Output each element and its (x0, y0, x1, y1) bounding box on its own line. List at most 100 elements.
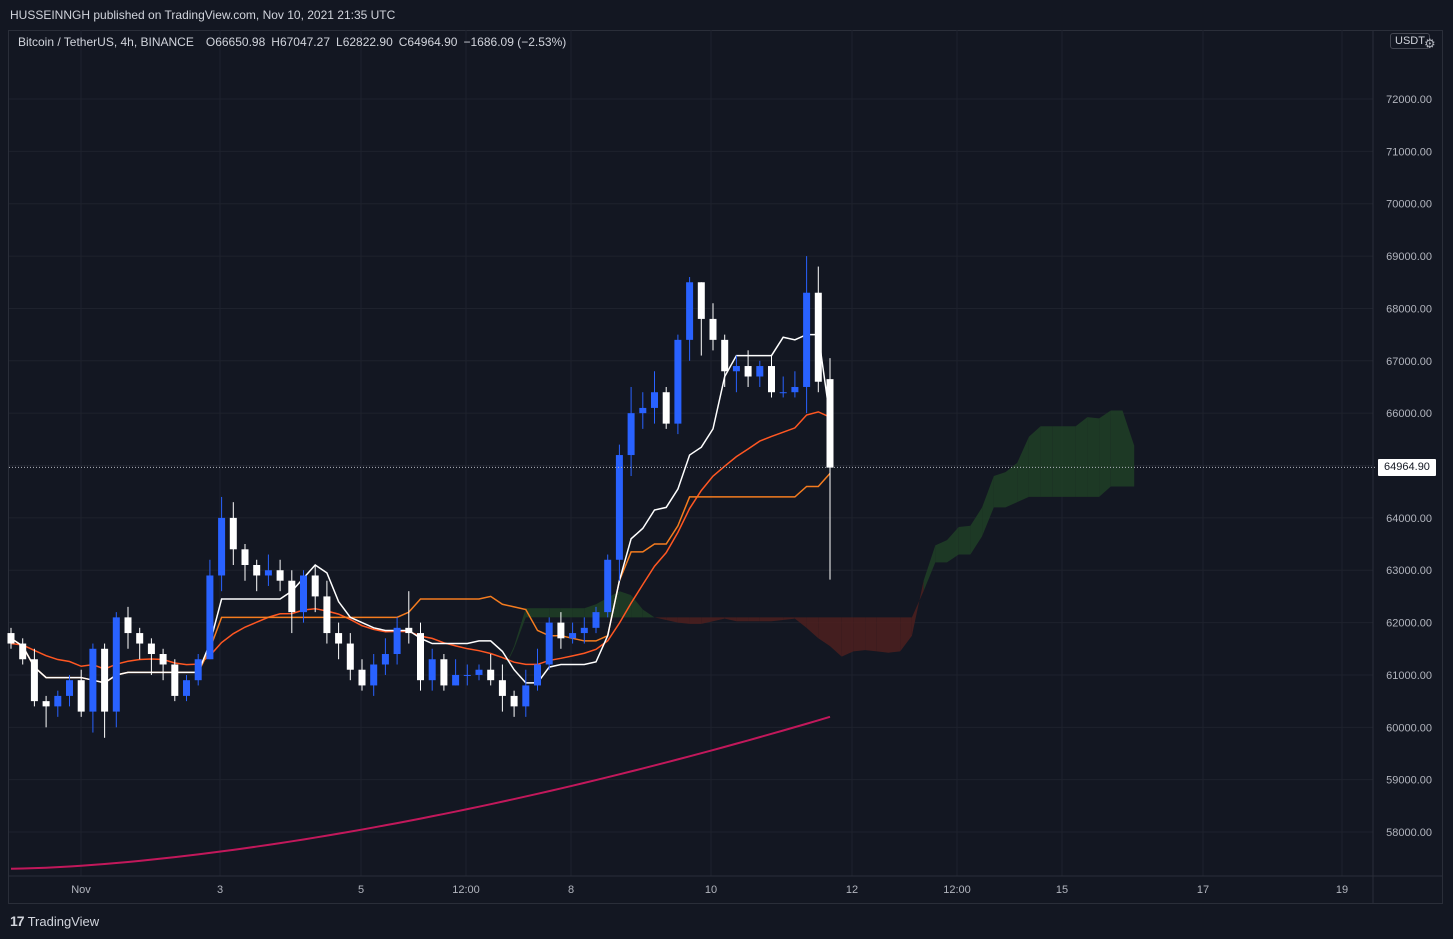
time-tick-label: Nov (71, 884, 91, 896)
price-tick-label: 70000.00 (1386, 199, 1432, 211)
candle-body (580, 627, 588, 634)
candle-body (19, 643, 27, 660)
ichimoku-cloud-segment (830, 617, 842, 657)
candle-body (662, 392, 670, 424)
candle-body (651, 392, 658, 408)
price-tick-label: 62000.00 (1386, 618, 1432, 630)
candle-body (171, 664, 179, 696)
ichimoku-cloud-segment (619, 591, 632, 618)
ichimoku-cloud-segment (911, 580, 924, 636)
ichimoku-cloud-segment (1110, 410, 1123, 487)
time-tick-label: 12 (846, 884, 858, 896)
ichimoku-cloud-segment (326, 646, 339, 668)
ichimoku-cloud-segment (1052, 426, 1064, 497)
candle-body (335, 633, 343, 644)
candle-body (428, 659, 436, 681)
ichimoku-cloud-segment (888, 617, 901, 653)
candle-body (686, 282, 694, 340)
ichimoku-cloud-segment (853, 617, 866, 652)
ichimoku-cloud-segment (771, 617, 784, 622)
candle-body (604, 559, 612, 613)
candle-body (569, 633, 577, 639)
candle-body (30, 659, 38, 702)
price-tick-label: 68000.00 (1386, 303, 1432, 315)
candle-body (300, 575, 307, 613)
ichimoku-cloud-segment (935, 540, 947, 563)
time-tick-label: 15 (1056, 884, 1068, 896)
candle-body (370, 664, 378, 686)
candle-body (136, 633, 144, 644)
price-chart[interactable]: 72000.00 71000.00 70000.00 69000.00 68000.00… (0, 30, 1453, 906)
candle-body (7, 633, 15, 644)
ichimoku-cloud-segment (748, 617, 760, 622)
high-value: 67047.27 (279, 35, 330, 49)
change-value: −1686.09 (−2.53%) (463, 35, 567, 49)
candle-body (592, 612, 600, 628)
candle-body (557, 622, 565, 639)
candle-body (381, 654, 389, 665)
candle-body (112, 617, 120, 712)
last-price-tag: 64964.90 (1378, 459, 1436, 476)
footer-bar (0, 906, 1453, 939)
low-value: 62822.90 (342, 35, 393, 49)
candle-body (66, 680, 73, 696)
time-tick-label: 8 (568, 884, 574, 896)
ichimoku-cloud-segment (1028, 426, 1041, 497)
ichimoku-cloud-segment (713, 617, 725, 622)
candle-body (475, 669, 483, 675)
time-tick-label: 10 (705, 884, 717, 896)
candle-body (674, 339, 682, 424)
ichimoku-cloud-segment (947, 527, 959, 563)
candle-body (183, 680, 190, 696)
gear-icon[interactable]: ⚙ (1424, 36, 1436, 51)
tradingview-brand[interactable]: 17 TradingView (10, 913, 99, 929)
ichimoku-cloud-segment (1017, 436, 1029, 503)
ichimoku-cloud-segment (818, 617, 830, 647)
candle-body (241, 549, 249, 566)
candle-body (510, 695, 518, 707)
ichimoku-cloud-segment (572, 608, 585, 618)
ichimoku-cloud-segment (1064, 426, 1076, 497)
candle-body (826, 379, 834, 468)
ma-slow-line (10, 715, 831, 870)
time-tick-label: 12:00 (452, 884, 480, 896)
close-key: C (398, 35, 408, 49)
ichimoku-cloud-segment (876, 617, 889, 653)
ichimoku-cloud-segment (631, 595, 643, 618)
currency-badge[interactable]: USDT (1390, 33, 1430, 49)
ichimoku-cloud-segment (923, 545, 936, 592)
candle-body (358, 669, 366, 686)
ichimoku-cloud-segment (315, 638, 327, 647)
candle-body (89, 648, 97, 712)
candle-body (311, 575, 319, 597)
candle-body (545, 622, 553, 665)
candle-body (639, 407, 647, 414)
chart-legend: Bitcoin / TetherUS, 4h, BINANCE O 66650.9… (18, 35, 566, 49)
candle-body (487, 669, 495, 681)
price-tick-label: 61000.00 (1386, 670, 1432, 682)
candle-body (779, 392, 787, 394)
candle-body (417, 633, 424, 681)
ichimoku-cloud-segment (397, 680, 409, 683)
candle-body (452, 674, 460, 686)
candle-body (276, 570, 284, 581)
ichimoku-cloud-segment (993, 472, 1006, 508)
ichimoku-cloud-segment (701, 617, 713, 624)
ichimoku-cloud-segment (724, 617, 737, 622)
candle-body (101, 648, 109, 712)
time-tick-label: 19 (1336, 884, 1348, 896)
price-tick-label: 58000.00 (1386, 827, 1432, 839)
candle-body (218, 517, 226, 576)
ichimoku-cloud-segment (1099, 410, 1111, 497)
candle-body (744, 366, 752, 377)
ichimoku-cloud-segment (1005, 462, 1018, 508)
ichimoku-cloud-segment (560, 608, 573, 618)
ichimoku-cloud-segment (841, 617, 854, 657)
ichimoku-cloud-segment (666, 617, 678, 623)
ichimoku-cloud-segment (642, 609, 655, 618)
candle-body (814, 292, 822, 382)
candle-body (124, 617, 132, 634)
symbol-label[interactable]: Bitcoin / TetherUS, 4h, BINANCE (18, 35, 194, 49)
candle-body (346, 643, 354, 670)
publisher-bar: HUSSEINNGH published on TradingView.com,… (0, 0, 1453, 30)
